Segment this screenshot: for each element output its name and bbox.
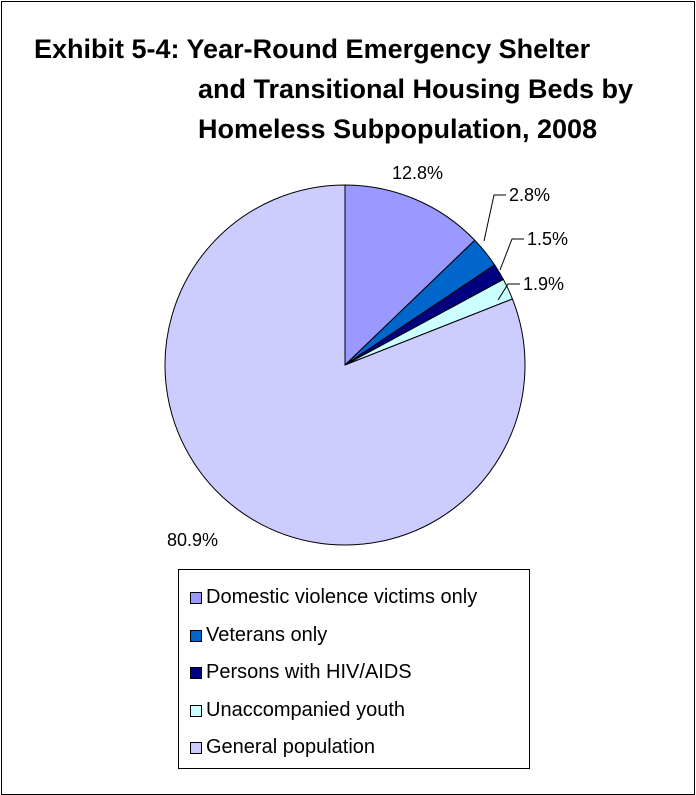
chart-title-line-3: Homeless Subpopulation, 2008 [198, 114, 598, 144]
pie-slice-domestic-violence-victims-only [344, 184, 476, 367]
chart-title: Exhibit 5-4: Year-Round Emergency Shelte… [0, 0, 696, 160]
leader-line-unaccompanied-youth [497, 283, 520, 301]
legend-item-general-population: General population [179, 732, 529, 770]
legend-label: Veterans only [206, 623, 328, 646]
legend-item-unaccompanied-youth: Unaccompanied youth [179, 695, 529, 733]
legend-swatch [190, 667, 202, 679]
data-label-persons-with-hiv-aids: 1.5% [527, 229, 568, 249]
legend-swatch [190, 592, 202, 604]
chart-legend: Domestic violence victims only Veterans o… [178, 569, 530, 769]
legend-swatch [190, 704, 202, 717]
chart-title-line-2: and Transitional Housing Beds by [198, 74, 634, 104]
leader-line-persons-with-hiv-aids [499, 238, 524, 271]
legend-label: Persons with HIV/AIDS [206, 661, 412, 683]
data-label-domestic-violence-victims-only: 12.8% [392, 163, 443, 183]
legend-label: General population [206, 736, 376, 758]
legend-swatch [190, 742, 202, 754]
data-label-general-population: 80.9% [167, 530, 218, 550]
legend-item-persons-with-hiv-aids: Persons with HIV/AIDS [179, 657, 529, 695]
legend-swatch [190, 629, 202, 642]
legend-label: Domestic violence victims only [206, 586, 478, 608]
data-label-veterans-only: 2.8% [509, 185, 550, 205]
leader-line-veterans-only [483, 194, 506, 242]
legend-label: Unaccompanied youth [206, 698, 406, 721]
data-label-unaccompanied-youth: 1.9% [523, 274, 564, 294]
pie-slice-general-population [164, 184, 526, 546]
chart-title-line-1: Exhibit 5-4: Year-Round Emergency Shelte… [34, 34, 591, 64]
legend-item-domestic-violence-victims-only: Domestic violence victims only [179, 582, 529, 620]
legend-item-veterans-only: Veterans only [179, 620, 529, 658]
